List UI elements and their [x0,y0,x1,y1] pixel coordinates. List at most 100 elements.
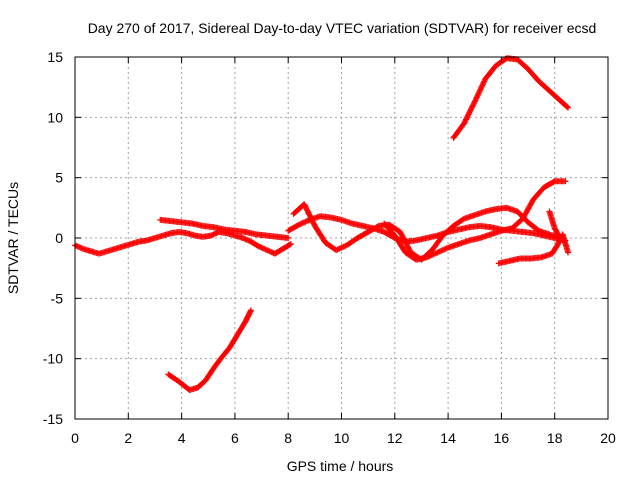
series-track-3 [165,307,254,394]
y-tick-label: 10 [47,109,63,125]
data-point [473,95,480,102]
data-point [439,247,446,254]
data-point [285,235,292,241]
data-point [423,254,430,261]
data-point [339,244,346,251]
y-tick-label: -5 [51,290,64,306]
data-point [478,83,485,90]
data-point [213,230,220,237]
data-point [334,246,341,253]
data-point [207,232,214,239]
data-point [337,245,344,252]
data-point [434,249,441,256]
data-point [473,94,480,101]
x-tick-label: 10 [334,430,350,446]
data-point [241,235,248,242]
data-point [478,85,485,92]
data-point [565,249,572,256]
data-point [335,245,342,252]
series-track-9 [450,55,572,141]
y-tick-label: 0 [55,230,63,246]
data-point [258,244,265,251]
data-point [431,250,438,257]
data-point [471,99,478,106]
data-point [441,246,448,253]
series-track-6 [381,178,569,263]
data-point [556,233,563,240]
data-point [430,251,437,258]
data-point [338,244,345,251]
data-point [209,231,216,238]
data-point [476,87,483,94]
data-point [429,251,436,258]
data-point [287,241,294,248]
chart-title: Day 270 of 2017, Sidereal Day-to-day VTE… [88,20,597,36]
y-tick-label: 15 [47,49,63,65]
data-point [298,220,305,227]
data-point [211,230,218,237]
data-point [425,253,432,260]
data-point [442,245,449,252]
data-point [299,219,306,226]
data-point [242,236,249,243]
x-tick-label: 12 [387,430,403,446]
data-point [480,79,487,86]
data-point [427,252,434,259]
data-point [474,93,481,100]
data-point [239,235,246,241]
data-point [75,244,82,251]
series-track-8 [546,208,564,241]
x-axis-label: GPS time / hours [287,458,394,474]
data-point [295,221,302,228]
data-point [557,235,564,241]
data-point [257,244,264,251]
series-track-7 [495,231,572,267]
data-point [479,81,486,88]
data-point [77,244,84,251]
x-tick-label: 8 [284,430,292,446]
data-point [435,248,442,255]
data-point [267,248,274,255]
data-point [303,218,310,225]
data-point [297,221,304,228]
x-tick-label: 0 [71,430,79,446]
data-point [243,236,250,243]
data-point [472,97,479,104]
data-point [265,247,272,254]
x-tick-label: 20 [600,430,616,446]
series-track-5 [290,201,564,263]
data-layer [72,55,572,394]
series-track-2 [157,216,292,241]
x-tick-label: 4 [178,430,186,446]
x-tick-label: 2 [124,430,132,446]
data-point [263,247,270,254]
data-point [247,307,254,314]
data-point [438,247,445,254]
data-point [210,231,217,238]
data-point [333,247,340,254]
data-point [562,178,569,185]
data-point [474,91,481,98]
data-point [259,245,266,252]
data-point [262,246,269,253]
data-point [443,245,450,252]
data-point [433,250,440,257]
data-point [476,89,483,96]
data-point [426,253,433,260]
data-point [74,243,81,250]
data-point [286,241,293,248]
data-point [266,248,273,255]
x-tick-label: 16 [494,430,510,446]
data-point [477,86,484,93]
x-tick-label: 6 [231,430,239,446]
x-tick-label: 14 [440,430,456,446]
data-point [471,98,478,105]
data-point [302,218,309,225]
data-point [301,219,308,226]
y-tick-label: -10 [43,351,63,367]
y-tick-label: -15 [43,411,63,427]
data-point [475,90,482,97]
data-point [341,243,348,250]
